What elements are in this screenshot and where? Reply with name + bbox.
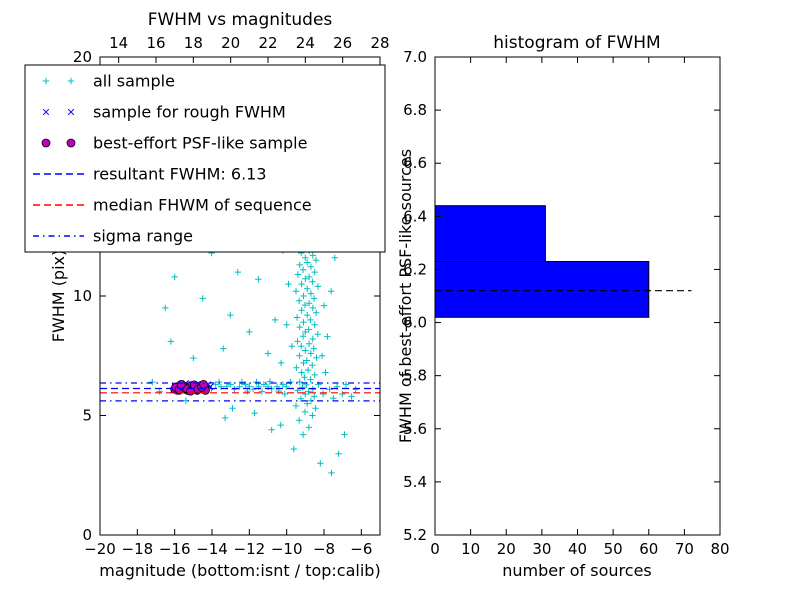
svg-text:best-effort PSF-like sample: best-effort PSF-like sample bbox=[93, 134, 307, 153]
legend-item: sample for rough FWHM bbox=[42, 103, 286, 122]
svg-text:−20: −20 bbox=[84, 540, 116, 558]
svg-text:sigma range: sigma range bbox=[93, 227, 193, 246]
svg-text:18: 18 bbox=[184, 34, 203, 52]
legend-item: all sample bbox=[42, 72, 175, 91]
legend-item: sigma range bbox=[33, 227, 193, 246]
svg-text:−16: −16 bbox=[159, 540, 191, 558]
svg-text:20: 20 bbox=[221, 34, 240, 52]
svg-text:60: 60 bbox=[639, 540, 658, 558]
histogram-bar bbox=[434, 261, 650, 318]
right-plot-ylabel: FWHM of best-effort PSF-like sources bbox=[396, 149, 415, 443]
left-plot-axes: −20 −18 −16 −14 −12 −10 −8 −6 14 16 18 20 22 24 26 28 0 5… bbox=[73, 34, 390, 558]
svg-text:70: 70 bbox=[675, 540, 694, 558]
svg-text:−12: −12 bbox=[234, 540, 266, 558]
svg-text:26: 26 bbox=[333, 34, 352, 52]
svg-text:22: 22 bbox=[258, 34, 277, 52]
legend-item: median FHWM of sequence bbox=[33, 196, 312, 215]
svg-text:30: 30 bbox=[532, 540, 551, 558]
right-plot-data bbox=[434, 205, 692, 318]
left-plot-title: FWHM vs magnitudes bbox=[148, 10, 333, 30]
legend: all sample sample for rough FWHM best-effo… bbox=[24, 64, 386, 253]
svg-text:80: 80 bbox=[710, 540, 729, 558]
legend-item: best-effort PSF-like sample bbox=[41, 134, 307, 153]
svg-text:5.4: 5.4 bbox=[403, 473, 427, 491]
svg-text:50: 50 bbox=[604, 540, 623, 558]
svg-text:−14: −14 bbox=[196, 540, 228, 558]
svg-text:median FHWM of sequence: median FHWM of sequence bbox=[93, 196, 312, 215]
histogram-bar bbox=[434, 205, 546, 262]
svg-text:7.0: 7.0 bbox=[403, 48, 427, 66]
svg-text:20: 20 bbox=[497, 540, 516, 558]
svg-text:resultant FWHM: 6.13: resultant FWHM: 6.13 bbox=[93, 165, 267, 184]
svg-text:−18: −18 bbox=[122, 540, 154, 558]
svg-text:6.6: 6.6 bbox=[403, 154, 427, 172]
svg-text:16: 16 bbox=[146, 34, 165, 52]
svg-text:−6: −6 bbox=[350, 540, 372, 558]
svg-text:6.8: 6.8 bbox=[403, 101, 427, 119]
svg-text:6.0: 6.0 bbox=[403, 314, 427, 332]
svg-text:0: 0 bbox=[82, 526, 92, 544]
svg-text:−8: −8 bbox=[313, 540, 335, 558]
svg-text:14: 14 bbox=[109, 34, 128, 52]
svg-text:28: 28 bbox=[370, 34, 389, 52]
svg-text:5.8: 5.8 bbox=[403, 367, 427, 385]
right-plot-title: histogram of FWHM bbox=[493, 33, 660, 53]
legend-box bbox=[24, 64, 386, 253]
svg-text:6.2: 6.2 bbox=[403, 260, 427, 278]
svg-text:5.2: 5.2 bbox=[403, 526, 427, 544]
svg-text:24: 24 bbox=[296, 34, 315, 52]
svg-text:5: 5 bbox=[82, 407, 92, 425]
svg-text:10: 10 bbox=[73, 287, 92, 305]
svg-text:0: 0 bbox=[430, 540, 440, 558]
right-plot-xlabel: number of sources bbox=[502, 561, 652, 580]
svg-text:−10: −10 bbox=[271, 540, 303, 558]
svg-text:10: 10 bbox=[461, 540, 480, 558]
left-plot-ylabel: FWHM (pix) bbox=[49, 250, 68, 343]
right-plot-axes: 0 10 20 30 40 50 60 70 80 5.2 5.4 5.6 5.8 6.0 6.2 6.4 6.… bbox=[403, 48, 729, 558]
svg-text:6.4: 6.4 bbox=[403, 207, 427, 225]
svg-text:all sample: all sample bbox=[93, 72, 175, 91]
svg-text:40: 40 bbox=[568, 540, 587, 558]
svg-text:sample for rough FWHM: sample for rough FWHM bbox=[93, 103, 286, 122]
svg-text:5.6: 5.6 bbox=[403, 420, 427, 438]
svg-text:20: 20 bbox=[73, 48, 92, 66]
left-plot-xlabel: magnitude (bottom:isnt / top:calib) bbox=[99, 561, 380, 580]
legend-item: resultant FWHM: 6.13 bbox=[33, 165, 267, 184]
